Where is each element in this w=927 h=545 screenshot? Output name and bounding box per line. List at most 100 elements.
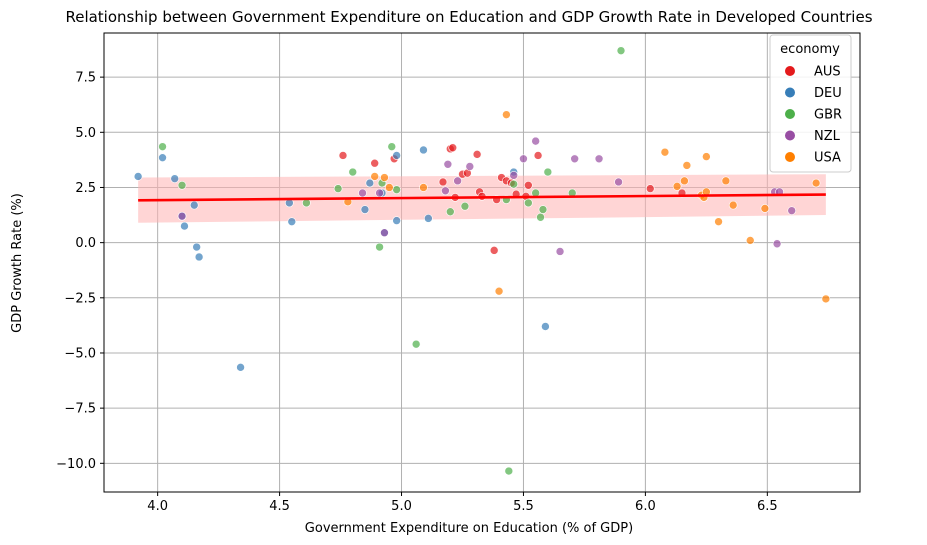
x-tick-label: 4.0 [147, 499, 168, 514]
data-point-usa [385, 183, 394, 192]
legend-label-aus: AUS [814, 65, 841, 80]
data-point-usa [682, 161, 692, 170]
data-point-gbr [375, 242, 384, 252]
data-point-deu [419, 145, 428, 155]
data-point-nzl [177, 211, 187, 221]
data-point-deu [287, 217, 297, 226]
data-point-gbr [616, 46, 626, 55]
data-point-gbr [536, 212, 545, 222]
data-point-deu [133, 172, 143, 181]
data-point-nzl [453, 176, 462, 186]
data-point-gbr [333, 184, 343, 193]
data-point-deu [236, 363, 245, 372]
regression-line-group [138, 193, 826, 202]
y-axis-label: GDP Growth Rate (%) [10, 193, 25, 333]
data-point-aus [472, 150, 482, 159]
data-point-deu [541, 322, 550, 331]
y-tick-label: 7.5 [75, 71, 96, 86]
chart-title: Relationship between Government Expendit… [65, 8, 872, 26]
data-point-nzl [531, 136, 540, 146]
data-point-nzl [555, 247, 565, 256]
y-tick-label: 5.0 [75, 126, 96, 141]
data-point-aus [533, 151, 543, 160]
data-point-nzl [772, 239, 782, 249]
y-tick-label: −10.0 [56, 457, 96, 472]
data-point-usa [760, 204, 770, 213]
data-point-gbr [411, 339, 421, 349]
data-point-deu [194, 252, 204, 262]
legend-marker-gbr [785, 109, 795, 119]
data-point-gbr [177, 180, 187, 190]
data-point-aus [524, 180, 533, 190]
data-point-nzl [441, 186, 450, 196]
data-point-gbr [538, 205, 548, 214]
y-axis-ticks: −10.0 −7.5 −5.0 −2.5 0.0 2.5 5.0 7.5 [56, 71, 104, 472]
data-point-deu [424, 214, 433, 223]
data-point-deu [180, 221, 189, 231]
data-point-gbr [460, 201, 470, 211]
x-tick-label: 4.5 [269, 499, 290, 514]
data-point-gbr [387, 142, 397, 151]
data-point-gbr [504, 466, 514, 476]
y-tick-label: 0.0 [75, 236, 96, 251]
data-point-deu [170, 174, 180, 183]
data-point-usa [680, 176, 689, 186]
data-point-deu [158, 153, 167, 162]
data-point-usa [502, 110, 511, 119]
data-point-usa [811, 178, 821, 188]
data-point-aus [448, 143, 458, 153]
data-point-usa [660, 147, 670, 157]
data-point-gbr [392, 185, 401, 194]
data-point-aus [489, 246, 499, 255]
x-tick-label: 6.5 [757, 499, 778, 514]
data-point-nzl [358, 188, 367, 198]
data-point-nzl [787, 206, 797, 215]
legend-marker-deu [785, 87, 795, 98]
data-point-gbr [158, 142, 167, 151]
data-point-nzl [519, 154, 528, 164]
data-point-gbr [524, 198, 533, 208]
y-tick-label: −7.5 [64, 402, 96, 417]
data-point-usa [672, 182, 682, 191]
data-point-deu [392, 216, 401, 225]
data-point-usa [821, 294, 831, 304]
x-tick-label: 5.5 [513, 499, 534, 514]
legend-label-usa: USA [814, 151, 841, 166]
x-axis-label: Government Expenditure on Education (% o… [305, 521, 633, 536]
legend-label-gbr: GBR [814, 108, 842, 123]
y-tick-label: 2.5 [75, 181, 96, 196]
data-point-gbr [445, 207, 455, 217]
data-point-nzl [509, 171, 519, 180]
data-point-deu [189, 200, 199, 210]
data-point-aus [438, 177, 448, 187]
data-point-nzl [380, 228, 389, 238]
legend-marker-aus [785, 66, 795, 76]
data-point-usa [419, 183, 428, 192]
y-tick-label: −5.0 [64, 346, 96, 361]
legend-label-deu: DEU [814, 86, 842, 101]
data-point-aus [338, 151, 348, 160]
grid-lines [104, 33, 860, 492]
data-point-usa [745, 236, 755, 245]
data-point-deu [392, 151, 401, 160]
y-tick-label: −2.5 [64, 291, 96, 306]
data-point-nzl [465, 162, 475, 171]
regression-line [138, 193, 826, 202]
x-tick-label: 5.0 [391, 499, 412, 514]
data-point-nzl [570, 154, 579, 164]
data-point-usa [702, 152, 711, 161]
data-point-nzl [443, 160, 453, 169]
plot-frame [103, 32, 861, 493]
data-point-gbr [348, 167, 358, 177]
data-point-usa [714, 217, 723, 226]
data-point-usa [494, 286, 504, 296]
data-point-aus [645, 184, 655, 193]
legend-title: economy [780, 42, 840, 57]
x-tick-label: 6.0 [635, 499, 656, 514]
legend-label-nzl: NZL [814, 129, 841, 144]
data-point-gbr [509, 179, 519, 189]
data-point-aus [370, 158, 379, 168]
data-point-usa [370, 172, 379, 181]
data-point-deu [192, 242, 201, 252]
